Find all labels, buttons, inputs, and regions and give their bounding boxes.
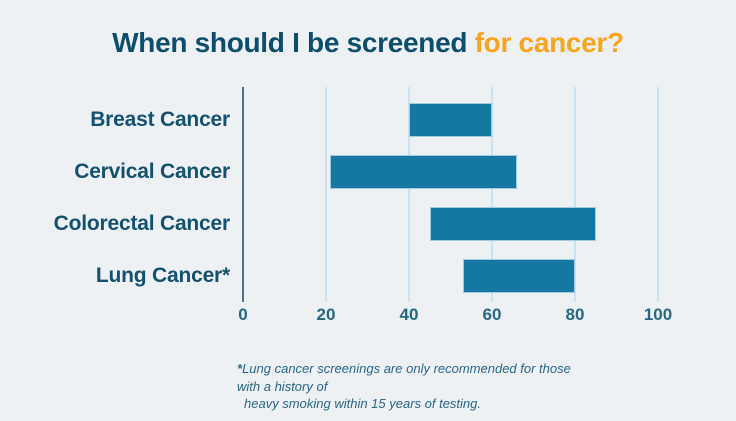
footnote-line1: Lung cancer screenings are only recommen… — [237, 361, 571, 394]
tick-label-80: 80 — [565, 305, 585, 324]
grid-line-80 — [574, 87, 576, 302]
bar-lung-cancer — [462, 259, 575, 293]
title-main: When should I be screened — [112, 27, 475, 58]
grid-line-20 — [325, 87, 327, 302]
category-label-colorectal-cancer: Colorectal Cancer — [53, 212, 231, 235]
bar-colorectal-cancer — [429, 207, 596, 241]
grid-line-60 — [491, 87, 493, 302]
bar-breast-cancer — [409, 103, 492, 137]
category-label-cervical-cancer: Cervical Cancer — [74, 160, 230, 183]
category-label-lung-cancer: Lung Cancer* — [95, 264, 230, 287]
chart-footnote: *Lung cancer screenings are only recomme… — [237, 360, 597, 413]
footnote-asterisk: * — [237, 361, 243, 376]
tick-label-40: 40 — [399, 305, 419, 324]
tick-label-60: 60 — [482, 305, 502, 324]
category-label-breast-cancer: Breast Cancer — [90, 108, 230, 131]
page-title: When should I be screened for cancer? — [0, 27, 736, 59]
grid-line-40 — [408, 87, 410, 302]
tick-label-20: 20 — [316, 305, 336, 324]
title-accent: for cancer? — [474, 27, 625, 58]
grid-line-100 — [657, 87, 659, 302]
bar-cervical-cancer — [330, 155, 517, 189]
tick-label-0: 0 — [238, 305, 248, 324]
footnote-line2: heavy smoking within 15 years of testing… — [244, 396, 482, 411]
tick-label-100: 100 — [643, 305, 673, 324]
axis-line — [242, 87, 244, 302]
